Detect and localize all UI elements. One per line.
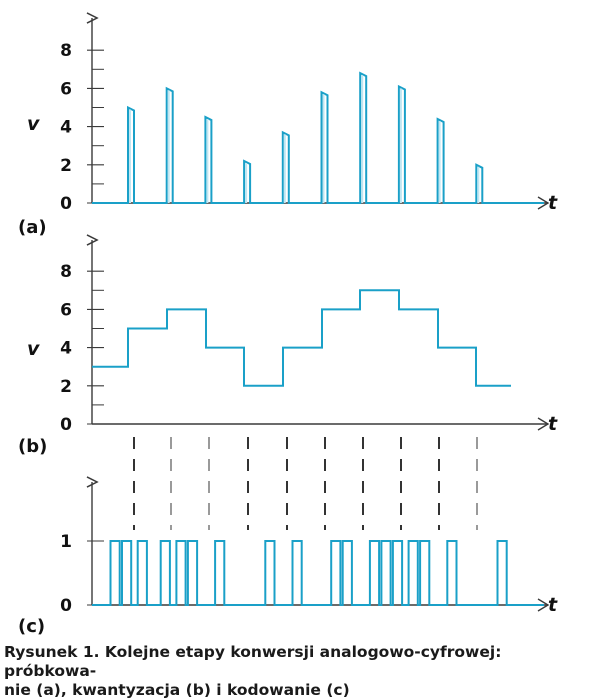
caption-line-1: Rysunek 1. Kolejne etapy konwersji analo…: [4, 643, 502, 680]
panel-b-tick-label: 0: [60, 415, 72, 435]
panel-b: v (b) t 0 2 4 6 8: [18, 240, 558, 457]
coded-signal: [92, 540, 544, 606]
panel-a-label: (a): [18, 217, 47, 238]
panel-a-xlabel: t: [548, 192, 558, 214]
panel-a-tick-label: 8: [60, 41, 72, 61]
panel-b-xlabel: t: [548, 413, 558, 435]
panel-a-x-arrow: [537, 196, 550, 210]
panel-a-tick-label: 0: [60, 194, 72, 214]
sample-separators: [133, 437, 478, 530]
panel-a-ylabel: v: [27, 113, 40, 135]
panel-c-x-arrow: [537, 598, 550, 612]
figure-caption: Rysunek 1. Kolejne etapy konwersji analo…: [4, 643, 590, 700]
sampled-signal: [92, 71, 544, 204]
adc-figure: v (a) t 0 2 4 6 8 v (b) t 0 2 4 6 8 (c) t 0 1: [18, 0, 558, 637]
panel-a-tick-label: 2: [60, 156, 72, 176]
panel-b-x-arrow: [537, 417, 550, 431]
panel-b-tick-label: 4: [60, 339, 72, 359]
panel-a-tick-label: 6: [60, 79, 72, 99]
panel-c-tick-label: 0: [60, 596, 72, 616]
panel-b-label: (b): [18, 436, 47, 457]
panel-a-tick-label: 4: [60, 118, 72, 138]
panel-b-ylabel: v: [27, 338, 40, 360]
panel-c-tick-label: 1: [60, 532, 72, 552]
panel-b-tick-label: 8: [60, 262, 72, 282]
quantized-signal: [92, 289, 511, 387]
panel-a: v (a) t 0 2 4 6 8: [18, 18, 558, 238]
panel-c: (c) t 0 1: [18, 482, 558, 637]
panel-c-label: (c): [18, 616, 45, 637]
panel-c-xlabel: t: [548, 594, 558, 616]
caption-line-2: nie (a), kwantyzacja (b) i kodowanie (c): [4, 681, 350, 699]
panel-b-tick-label: 6: [60, 300, 72, 320]
panel-b-tick-label: 2: [60, 377, 72, 397]
